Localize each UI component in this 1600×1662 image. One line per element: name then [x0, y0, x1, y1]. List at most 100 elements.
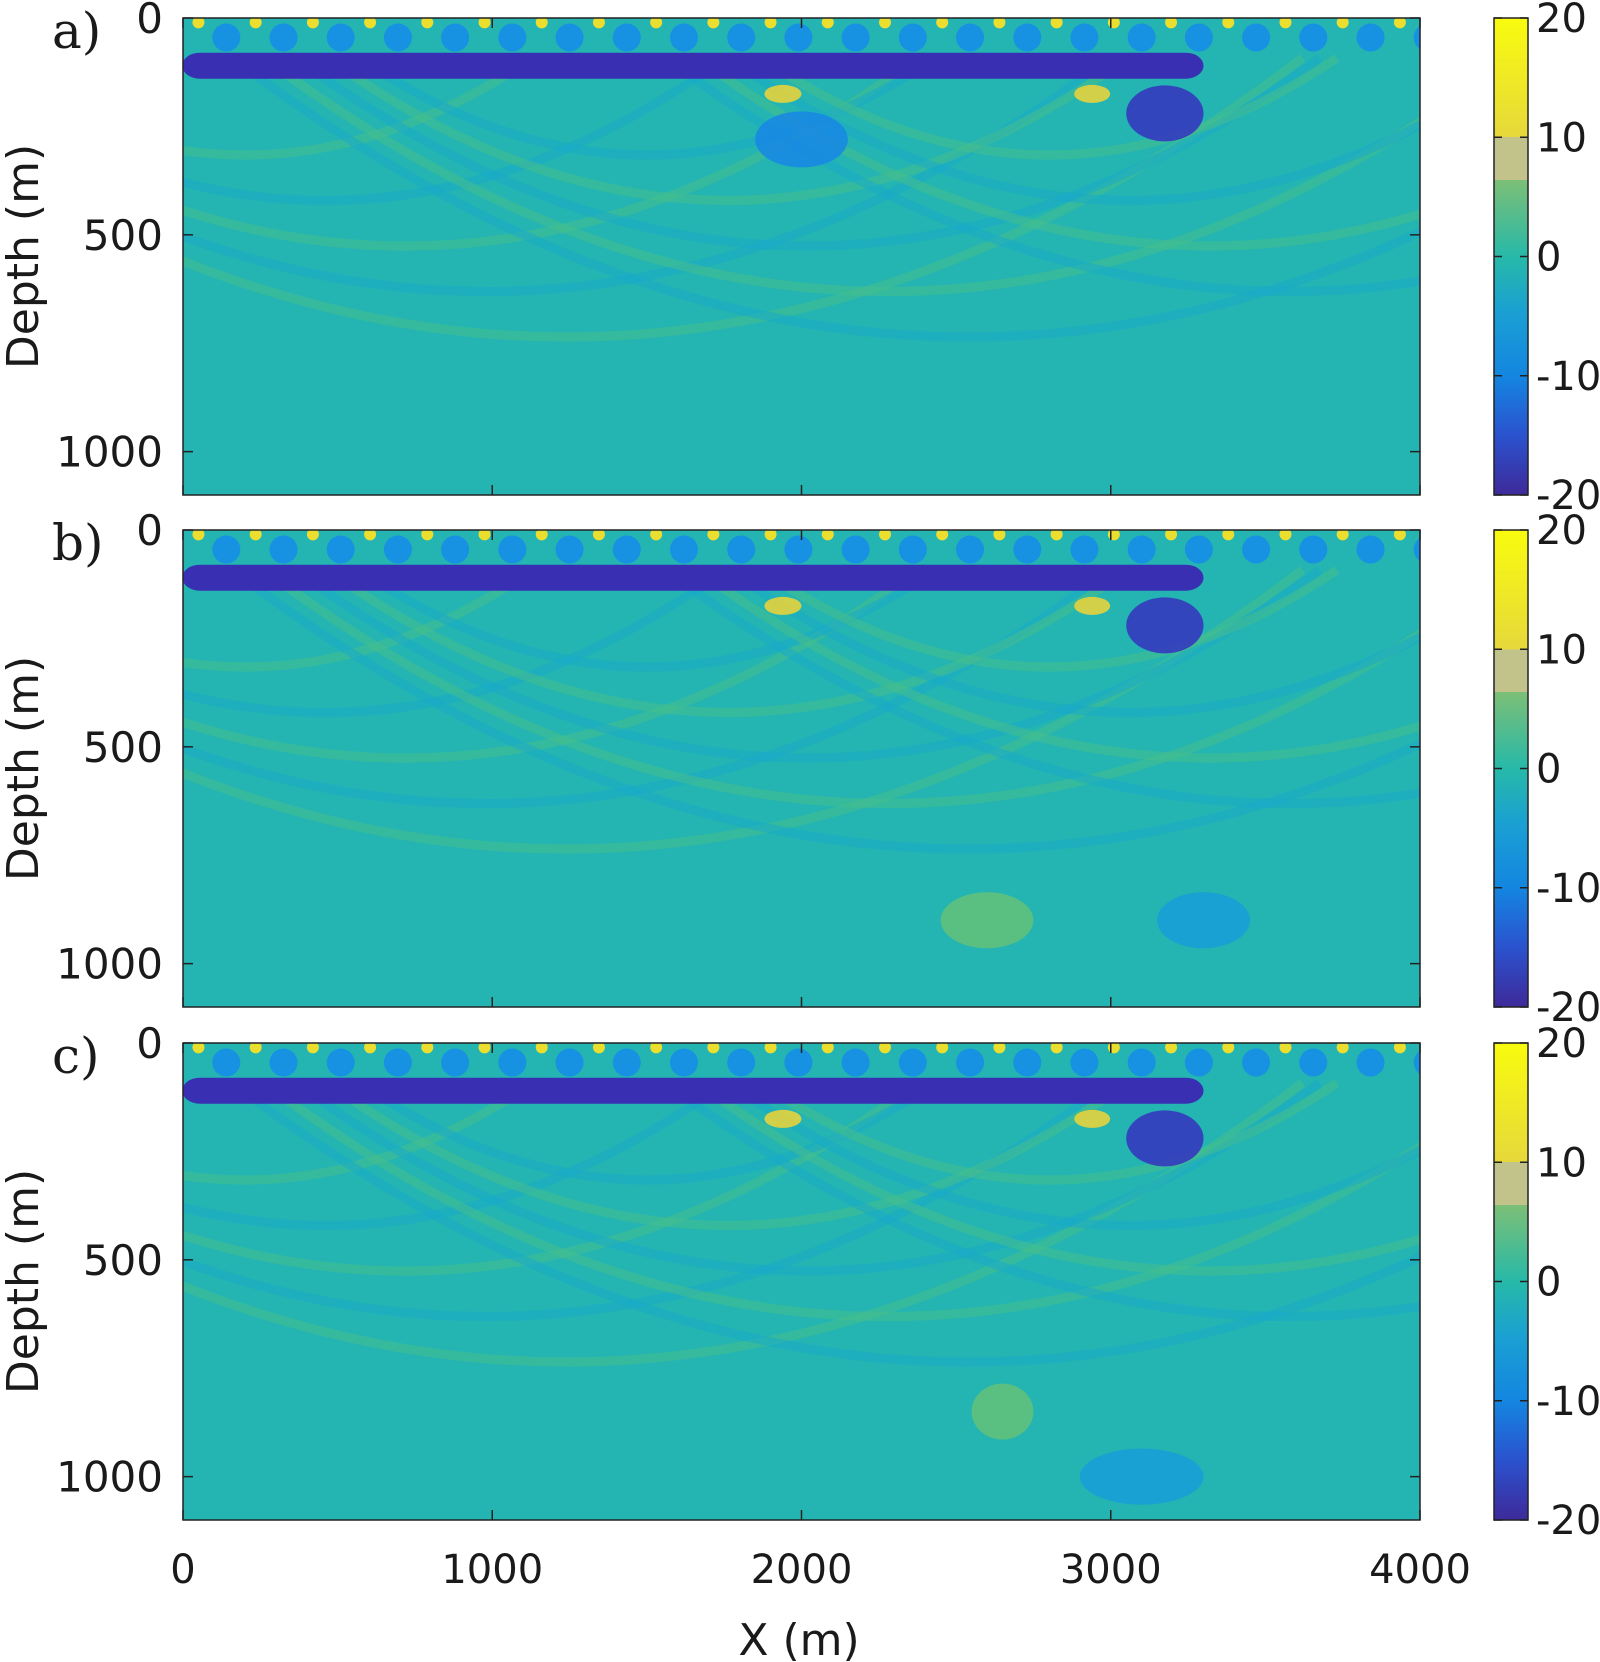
panel-2: 0 500 1000 Depth (m) b) 20 10 0 -10 -20 [0, 506, 1600, 1031]
source-ring [1013, 23, 1042, 52]
source-spot [592, 18, 605, 29]
colorbar-tick-label: 20 [1536, 508, 1587, 554]
wavefront-arc [183, 54, 536, 160]
colorbar-tick-label: -20 [1536, 1498, 1600, 1544]
source-spot [1165, 18, 1178, 29]
wavefront-arc [356, 1079, 938, 1185]
source-spot [1393, 1043, 1406, 1054]
wavefront-arc [663, 54, 1420, 296]
source-spot [650, 18, 663, 29]
source-spot [650, 530, 663, 541]
source-ring [269, 23, 298, 52]
colorbar-tick-label: 0 [1536, 747, 1561, 793]
source-spot [878, 18, 891, 29]
source-ring [498, 535, 527, 564]
wavefront-arc [324, 1079, 1130, 1230]
source-ring [1413, 25, 1420, 50]
source-spot [1279, 1043, 1292, 1054]
source-spot [1222, 1043, 1235, 1054]
wavefront-arc [726, 1079, 1420, 1230]
source-spot [1336, 18, 1349, 29]
source-ring [612, 23, 641, 52]
source-ring [1127, 23, 1156, 52]
source-spot [764, 18, 777, 29]
source-ring [898, 1048, 927, 1077]
colorbar-tick-label: -20 [1536, 473, 1600, 519]
colorbar-tick-label: 10 [1536, 627, 1587, 673]
positive-anomaly [764, 596, 802, 615]
source-ring [898, 23, 927, 52]
colorbar-tick-label: -10 [1536, 354, 1600, 400]
source-ring [727, 23, 756, 52]
y-axis-label: Depth (m) [0, 656, 49, 881]
source-ring [956, 23, 985, 52]
source-spot [707, 530, 720, 541]
wavefront-arc [183, 54, 728, 205]
source-spot [1279, 18, 1292, 29]
source-ring [1070, 535, 1099, 564]
source-ring [1356, 1048, 1385, 1077]
positive-anomaly [971, 1383, 1034, 1440]
source-ring [784, 23, 813, 52]
colorbar-tick-label: -10 [1536, 1379, 1600, 1425]
source-ring [669, 23, 698, 52]
source-ring [1299, 23, 1328, 52]
source-spot [821, 18, 834, 29]
wavefront-arc [356, 566, 938, 672]
source-spot [936, 530, 949, 541]
source-spot [650, 1043, 663, 1054]
negative-band [183, 564, 1204, 591]
source-spot [821, 1043, 834, 1054]
source-ring [898, 535, 927, 564]
source-spot [707, 1043, 720, 1054]
negative-anomaly [1079, 1448, 1204, 1505]
source-spot [592, 1043, 605, 1054]
colorbar-tick-label: 0 [1536, 235, 1561, 281]
source-ring [212, 1048, 241, 1077]
source-spot [1050, 530, 1063, 541]
source-ring [1356, 23, 1385, 52]
source-ring [555, 535, 584, 564]
wavefront-arc [229, 54, 1420, 342]
y-tick-label: 500 [83, 723, 163, 772]
source-spot [478, 18, 491, 29]
wavefront-arc [356, 54, 938, 160]
source-ring [498, 23, 527, 52]
source-spot [306, 1043, 319, 1054]
source-ring [441, 1048, 470, 1077]
wavefront-arc [695, 1079, 1420, 1276]
y-axis-label: Depth (m) [0, 144, 49, 369]
wavefront-arc [183, 566, 921, 763]
wavefront-arc [726, 54, 1420, 205]
wavefront-arc [695, 54, 1420, 251]
source-spot [1050, 18, 1063, 29]
source-ring [669, 1048, 698, 1077]
source-spot [421, 530, 434, 541]
wavefront-arc [183, 1079, 1113, 1321]
wavefront-arc [324, 54, 1130, 205]
source-ring [1127, 1048, 1156, 1077]
y-tick-label: 0 [136, 0, 163, 43]
source-ring [1184, 535, 1213, 564]
source-ring [1184, 23, 1213, 52]
source-ring [1242, 23, 1271, 52]
colorbar-tick-label: 20 [1536, 1021, 1587, 1067]
source-ring [326, 535, 355, 564]
source-ring [1299, 1048, 1328, 1077]
panel-1: 0 500 1000 Depth (m) a) 20 10 0 -10 -20 [0, 0, 1600, 519]
source-spot [1165, 1043, 1178, 1054]
positive-anomaly [764, 84, 802, 103]
colorbar-tick-label: 10 [1536, 115, 1587, 161]
negative-anomaly [1126, 1110, 1204, 1167]
wavefront-arc [293, 566, 1323, 763]
source-ring [441, 23, 470, 52]
source-spot [1336, 530, 1349, 541]
source-ring [1013, 1048, 1042, 1077]
source-ring [612, 1048, 641, 1077]
source-ring [498, 1048, 527, 1077]
y-tick-label: 1000 [56, 428, 163, 477]
wavefront-arc [261, 1079, 1420, 1321]
wavefront-arc [758, 54, 1340, 160]
positive-anomaly [1074, 596, 1111, 615]
